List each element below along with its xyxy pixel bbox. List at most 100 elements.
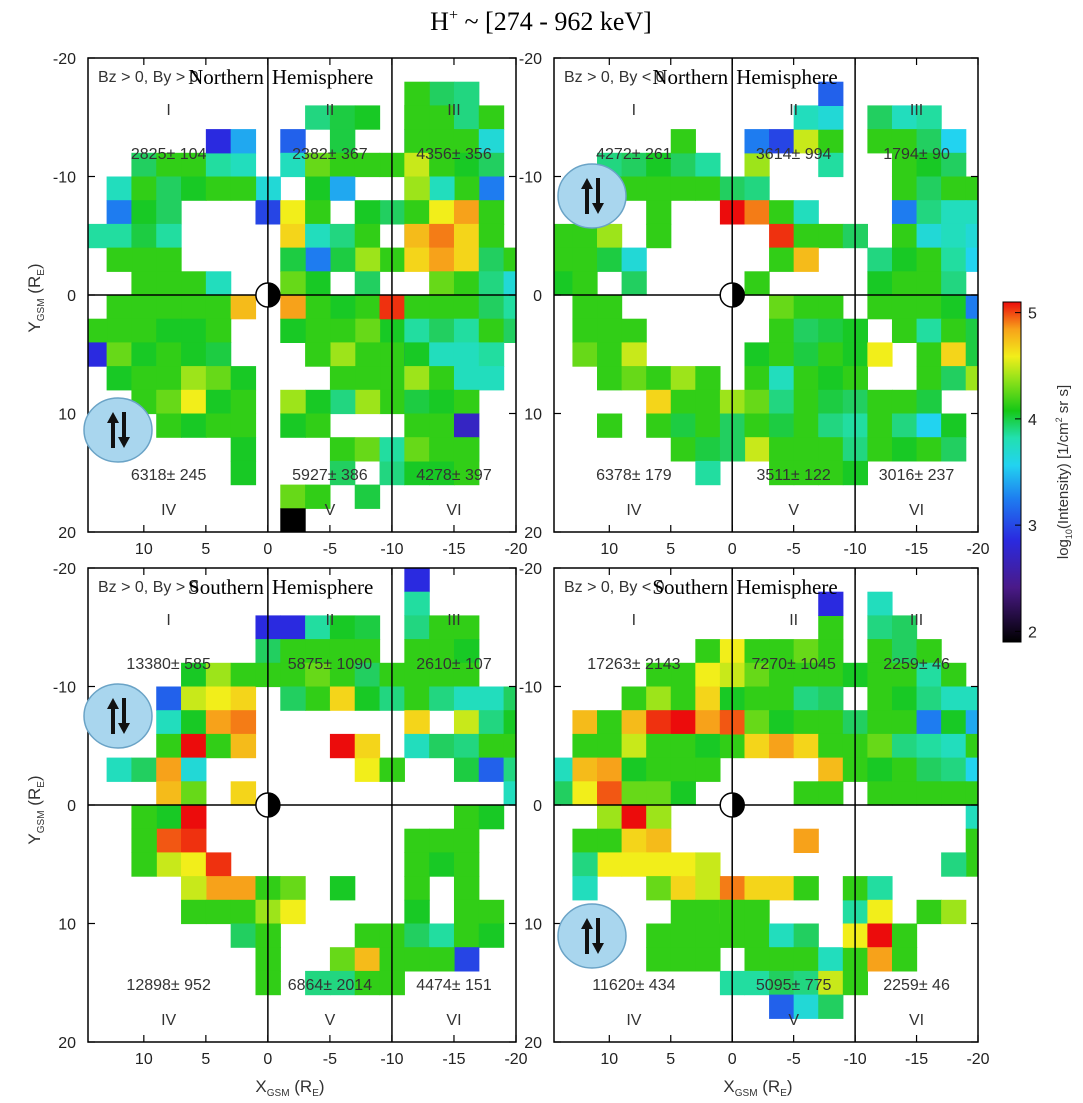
heatmap-cell (916, 639, 942, 664)
heatmap-cell (156, 247, 182, 272)
heatmap-cell (646, 876, 672, 901)
y-tick-label: 10 (524, 407, 542, 424)
heatmap-cell (744, 437, 770, 462)
heatmap-cell (181, 805, 207, 830)
heatmap-cell (621, 781, 647, 806)
heatmap-cell (867, 591, 893, 616)
heatmap-cell (329, 970, 356, 996)
heatmap-cell (646, 710, 672, 735)
heatmap-cell (181, 899, 207, 925)
region-value: 2825± 104 (131, 146, 207, 163)
heatmap-cell (867, 733, 893, 759)
heatmap-cell (280, 899, 306, 925)
heatmap-cell (646, 805, 672, 830)
colorbar: 5 4 3 2 log10(Intensity) [1/cm2 sr s] (1002, 301, 1074, 643)
heatmap-cell (205, 176, 232, 201)
heatmap-cell (429, 662, 455, 688)
heatmap-cell (769, 923, 795, 948)
heatmap-cell (818, 710, 844, 735)
heatmap-cell (891, 923, 918, 948)
heatmap-cell (891, 662, 918, 688)
x-tick-label: -15 (905, 541, 928, 558)
heatmap-cell (429, 413, 455, 438)
region-numeral: VI (909, 1012, 924, 1029)
heatmap-cell (744, 876, 770, 901)
heatmap-cell (453, 413, 480, 438)
heatmap-cell (646, 176, 672, 201)
heatmap-cell (478, 805, 505, 830)
region-value: 4272± 261 (596, 146, 672, 163)
heatmap-cell (793, 342, 819, 367)
heatmap-cell (453, 200, 480, 225)
heatmap-cell (453, 615, 480, 640)
region-value: 3614± 994 (756, 146, 832, 163)
heatmap-cell (670, 389, 696, 415)
heatmap-cell (429, 947, 455, 972)
heatmap-cell (916, 152, 942, 178)
heatmap-cell (230, 460, 257, 486)
heatmap-cell (867, 662, 893, 688)
heatmap-cell (404, 662, 430, 688)
y-tick-label: 20 (58, 525, 76, 542)
heatmap-cell (453, 639, 480, 664)
colorbar-tick-label: 2 (1028, 624, 1037, 641)
x-tick-label: 10 (135, 1051, 153, 1068)
heatmap-cell (867, 389, 893, 415)
heatmap-cell (354, 662, 381, 688)
heatmap-cell (916, 200, 942, 225)
heatmap-cell (744, 923, 770, 948)
heatmap-cell (793, 639, 819, 664)
heatmap-cell (793, 970, 819, 996)
x-tick-label: -15 (905, 1051, 928, 1068)
region-numeral: IV (161, 1012, 176, 1029)
y-tick-label: -20 (519, 561, 542, 578)
heatmap-cell (106, 757, 133, 782)
heatmap-cell (404, 591, 430, 616)
heatmap-cell (404, 568, 430, 593)
heatmap-cell (941, 342, 967, 367)
heatmap-cell (329, 639, 356, 664)
heatmap-cell (478, 923, 505, 948)
heatmap-cell (131, 247, 157, 272)
heatmap-cell (554, 223, 574, 249)
heatmap-cell (793, 389, 819, 415)
heatmap-cell (769, 200, 795, 225)
heatmap-cell (354, 318, 381, 343)
heatmap-cell (305, 200, 331, 225)
region-numeral: II (325, 612, 334, 629)
heatmap-cell (965, 828, 978, 853)
heatmap-cell (329, 662, 356, 688)
heatmap-cell (478, 152, 505, 178)
heatmap-cell (646, 947, 672, 972)
heatmap-cell (88, 223, 108, 249)
heatmap-cell (404, 437, 430, 462)
x-tick-label: 5 (201, 1051, 210, 1068)
heatmap-cell (404, 710, 430, 735)
heatmap-cell (429, 615, 455, 640)
heatmap-cell (280, 318, 306, 343)
heatmap-cell (329, 129, 356, 154)
heatmap-cell (478, 295, 505, 320)
heatmap-cell (793, 947, 819, 972)
heatmap-cell (572, 733, 598, 759)
region-numeral: III (910, 612, 923, 629)
y-tick-label: 20 (524, 1035, 542, 1052)
heatmap-cell (354, 271, 381, 296)
heatmap-cell (941, 152, 967, 178)
heatmap-cell (597, 733, 623, 759)
heatmap-cell (181, 757, 207, 782)
heatmap-cell (453, 105, 480, 130)
heatmap-cell (554, 247, 574, 272)
heatmap-cell (329, 176, 356, 201)
heatmap-cell (695, 176, 721, 201)
heatmap-cell (280, 615, 306, 640)
heatmap-cell (572, 852, 598, 877)
heatmap-cell (453, 686, 480, 711)
region-value: 13380± 585 (126, 656, 211, 673)
heatmap-cell (205, 852, 232, 877)
heatmap-cell (941, 899, 967, 925)
heatmap-cell (354, 733, 381, 759)
heatmap-cell (695, 686, 721, 711)
heatmap-cell (181, 342, 207, 367)
panels-group: 10 5 0 -5 -10 -15 -20 -20 -10 0 10 20 Bz > 0, By > 0… (53, 51, 990, 1068)
